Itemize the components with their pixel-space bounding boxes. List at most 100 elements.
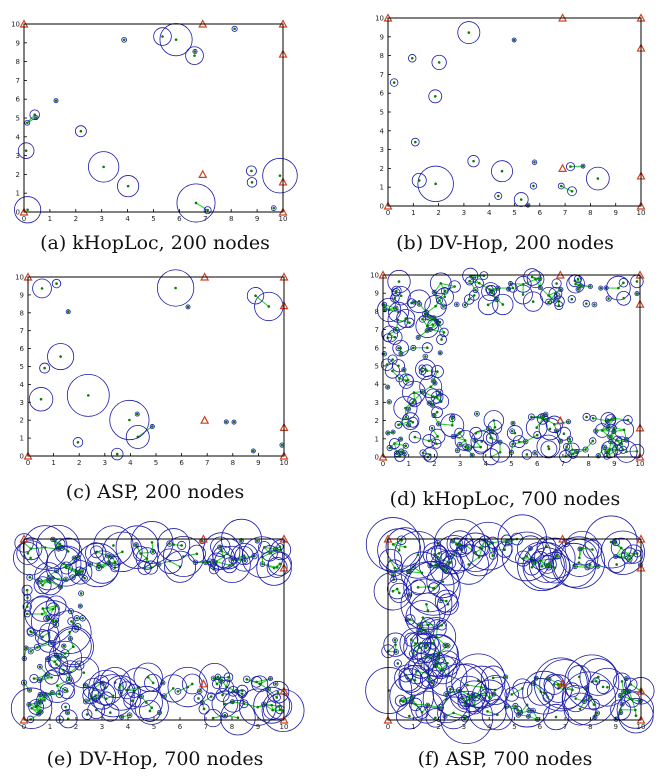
error-circle [453, 301, 460, 308]
node-point [172, 543, 175, 546]
node-point [622, 281, 625, 285]
error-circles [10, 518, 305, 736]
error-circle [14, 196, 42, 224]
node-point [263, 546, 266, 549]
node-point [45, 617, 48, 620]
error-circle [36, 578, 43, 585]
link-line [479, 540, 486, 548]
node-point [608, 448, 611, 451]
error-circle [130, 521, 174, 564]
link-line [398, 540, 403, 551]
x-tick-label: 5 [509, 460, 513, 468]
node-point [53, 660, 56, 663]
y-tick-label: 3 [380, 146, 384, 154]
node-point [439, 282, 443, 285]
error-circle [481, 699, 513, 731]
link-line [484, 540, 493, 544]
node-point [438, 351, 442, 355]
node-point [84, 683, 87, 687]
node-point [29, 547, 33, 551]
error-circle [567, 186, 577, 197]
node-point [532, 560, 536, 564]
error-circle [222, 691, 244, 713]
node-point [574, 282, 577, 286]
node-point [625, 450, 628, 453]
y-tick-label: 7 [20, 327, 24, 335]
node-point [535, 426, 539, 429]
node-point [585, 302, 588, 305]
error-circle [157, 528, 191, 562]
node-point [578, 675, 581, 679]
node-point [424, 654, 428, 658]
node-point [548, 427, 552, 431]
error-circle [36, 692, 53, 709]
error-circle [503, 674, 509, 680]
node-point [383, 308, 387, 312]
x-tick-label: 9 [256, 723, 260, 731]
node-point [239, 539, 243, 543]
node-point [394, 650, 398, 654]
node-point [62, 644, 66, 648]
error-circle [494, 192, 503, 200]
link-line [533, 683, 542, 693]
error-circle [607, 434, 613, 440]
node-point [524, 440, 527, 443]
node-point [397, 280, 401, 283]
error-circle [265, 686, 271, 692]
node-point [425, 329, 429, 332]
error-circle [129, 685, 163, 719]
node-point [145, 701, 148, 704]
error-circle [415, 359, 436, 380]
error-circle [82, 698, 89, 705]
link-line [225, 677, 229, 688]
node-point [151, 425, 154, 428]
node-point [435, 395, 439, 399]
link-line [177, 686, 188, 692]
error-circle [74, 566, 84, 576]
y-tick-label: 0 [16, 209, 20, 217]
error-circle [522, 438, 529, 445]
error-circle [614, 436, 630, 451]
x-tick-label: 6 [178, 723, 183, 731]
error-circle [422, 675, 470, 724]
error-circle [491, 691, 497, 697]
error-circle [429, 402, 435, 408]
node-point [432, 316, 436, 320]
error-circle [474, 278, 484, 288]
node-point [36, 646, 39, 649]
node-point [634, 708, 637, 712]
error-circle [422, 542, 447, 567]
node-point [632, 552, 636, 556]
error-circle [512, 702, 519, 709]
error-circle [465, 276, 475, 286]
node-point [445, 599, 448, 603]
node-point [472, 159, 475, 163]
x-tick-label: 10 [280, 459, 289, 467]
node-point [409, 419, 412, 423]
node-point [619, 546, 623, 550]
node-point [393, 566, 397, 570]
node-point [519, 198, 523, 201]
node-point [570, 189, 574, 193]
link-line [428, 396, 438, 404]
error-circle [488, 289, 495, 296]
node-point [29, 556, 32, 560]
x-tick-label: 7 [205, 459, 209, 467]
node-point [585, 415, 588, 419]
x-tick-label: 5 [151, 215, 155, 223]
error-circle [63, 576, 69, 583]
error-circle [91, 674, 135, 718]
error-circle [438, 550, 463, 575]
error-circle [68, 657, 100, 689]
x-tick-label: 2 [436, 209, 440, 217]
error-circle [557, 182, 565, 190]
error-circle [566, 436, 574, 443]
error-circle [377, 528, 422, 573]
node-point [55, 684, 59, 687]
error-circle [437, 593, 459, 616]
error-circle [603, 285, 609, 291]
node-point [547, 445, 550, 448]
node-point [628, 558, 631, 561]
error-circle [591, 301, 598, 308]
x-tick-label: 2 [74, 215, 78, 223]
